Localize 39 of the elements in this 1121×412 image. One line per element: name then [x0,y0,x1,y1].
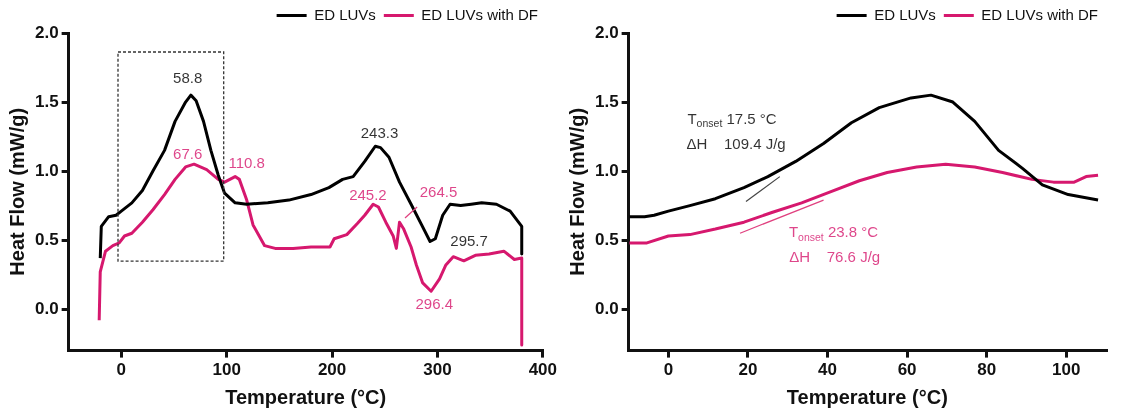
annotation: 245.2 [349,186,387,204]
legend-label: ED LUVs with DF [981,5,1099,23]
annotation: 243.3 [360,123,399,141]
legend-label: ED LUVs [874,5,936,23]
y-tick-label: 1.5 [34,91,59,111]
x-tick-label: 400 [528,360,558,380]
y-tick-label: 0.5 [594,229,619,249]
annotation: 110.8 [228,154,265,172]
y-tick-label: 0.0 [34,298,59,318]
annotation: 58.8 [173,68,203,86]
x-tick-label: 40 [818,360,837,380]
annotation: 295.7 [450,231,488,249]
y-axis-title: Heat Flow (mW/g) [5,107,28,276]
x-tick-label: 300 [423,360,452,380]
x-axis-title: Temperature (°C) [786,385,948,408]
annotation: 264.5 [419,183,458,201]
y-tick-label: 1.0 [594,160,619,180]
y-tick-label: 2.0 [34,22,59,42]
x-tick-label: 60 [897,360,917,380]
x-tick-label: 100 [1052,360,1081,380]
legend-label: ED LUVs [314,5,376,23]
x-tick-label: 100 [212,360,241,380]
y-tick-label: 2.0 [594,22,619,42]
x-tick-label: 20 [738,360,758,380]
legend-label: ED LUVs with DF [421,5,539,23]
x-tick-label: 0 [663,360,674,380]
annotation: ΔH 109.4 J/g [686,134,786,152]
annotation: ΔH 76.6 J/g [789,248,881,266]
y-tick-label: 0.5 [34,229,59,249]
x-tick-label: 0 [116,360,127,380]
y-axis-title: Heat Flow (mW/g) [565,107,588,276]
annotation: 67.6 [173,144,203,162]
y-tick-label: 0.0 [594,298,619,318]
x-axis-title: Temperature (°C) [225,385,387,408]
annotation: 296.4 [415,295,454,313]
x-tick-label: 80 [977,360,997,380]
x-tick-label: 200 [317,360,347,380]
y-tick-label: 1.5 [594,91,619,111]
y-tick-label: 1.0 [34,160,59,180]
